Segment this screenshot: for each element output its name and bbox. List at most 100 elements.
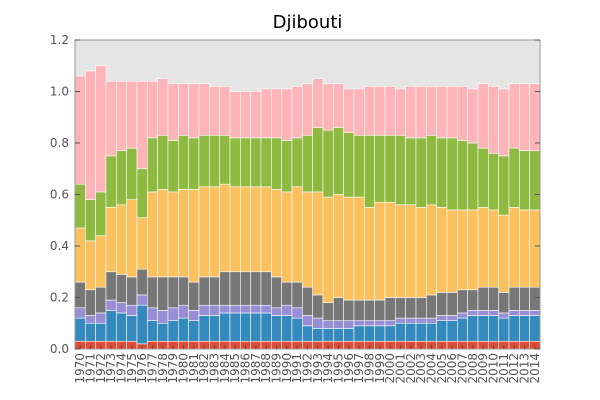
bar-2008-segment-3 [467,310,479,316]
bar-2011-segment-6 [498,155,510,216]
x-tick-label-1987: 1987 [249,353,263,384]
bar-1982-segment-7 [198,83,210,136]
bar-2004-segment-4 [426,294,437,319]
x-tick-label-2013: 2013 [518,353,532,384]
bar-2003-segment-7 [415,86,427,139]
x-tick-label-2000: 2000 [383,353,397,384]
y-tick-label-4: 0.8 [50,136,69,150]
bar-1971-segment-5 [85,240,96,291]
bar-1996-segment-5 [343,196,355,301]
bar-1996-segment-3 [343,320,355,329]
bar-2003-segment-2 [415,322,427,342]
bar-1981-segment-6 [188,137,200,190]
bar-1985-segment-5 [229,186,241,273]
bar-2004-segment-6 [426,134,437,206]
bar-1991-segment-7 [291,86,303,139]
bar-2006-segment-5 [446,209,458,293]
bar-1979-segment-6 [167,140,179,193]
bar-2001-segment-5 [395,204,406,298]
bar-1983-segment-7 [209,86,220,136]
bar-1971-segment-4 [85,289,96,316]
x-tick-label-2012: 2012 [507,353,521,384]
x-tick-label-1991: 1991 [290,353,304,384]
bar-1982-segment-5 [198,186,210,278]
bar-2005-segment-4 [436,292,448,316]
x-tick-label-1993: 1993 [311,353,325,384]
bar-1988-segment-7 [260,88,272,139]
bar-1977-segment-3 [147,307,158,321]
x-tick-label-2009: 2009 [476,353,490,384]
bar-2013-segment-3 [519,310,530,316]
bar-1999-segment-4 [374,299,386,321]
y-tick-label-2: 0.4 [50,239,69,253]
bar-2013-segment-4 [519,286,530,311]
bar-1994-segment-3 [322,320,334,329]
bar-2010-segment-6 [488,153,499,211]
bar-1996-segment-7 [343,88,355,134]
bar-1973-segment-3 [105,299,117,311]
bar-2013-segment-7 [519,83,530,152]
bar-2011-segment-5 [498,214,510,293]
bar-1977-segment-2 [147,320,158,342]
bar-1988-segment-3 [260,304,272,314]
x-tick-label-1978: 1978 [156,353,170,384]
bar-2014-segment-2 [529,315,541,342]
bar-1994-segment-2 [322,328,334,342]
bar-1972-segment-4 [95,286,107,314]
bar-2002-segment-2 [405,322,417,342]
bar-2008-segment-2 [467,315,479,342]
bar-2013-segment-2 [519,315,530,342]
bar-1983-segment-6 [209,134,220,188]
bar-2014-segment-3 [529,310,541,316]
bar-2012-segment-7 [508,83,520,149]
bar-1992-segment-2 [302,325,313,342]
bar-1995-segment-6 [333,127,344,195]
bar-1985-segment-6 [229,137,241,188]
bar-1982-segment-3 [198,304,210,316]
bar-1973-segment-5 [105,207,117,273]
bar-1972-segment-2 [95,322,107,342]
bar-1994-segment-6 [322,129,334,198]
bar-1977-segment-5 [147,191,158,278]
bar-1983-segment-2 [209,315,220,342]
bar-1975-segment-7 [126,80,138,149]
bar-1990-segment-3 [281,304,293,316]
y-tick-label-6: 1.2 [50,33,69,47]
x-tick-label-2005: 2005 [435,353,449,384]
bar-1974-segment-5 [116,204,127,275]
x-tick-label-1974: 1974 [115,353,129,384]
bar-2012-segment-6 [508,147,520,208]
bar-1976-segment-7 [136,80,148,170]
y-tick-label-1: 0.2 [50,291,69,305]
bar-1999-segment-2 [374,325,386,342]
bar-2002-segment-3 [405,317,417,324]
bar-1990-segment-7 [281,88,293,141]
bar-1975-segment-2 [126,315,138,342]
bar-2014-segment-5 [529,209,541,288]
bar-2007-segment-7 [457,86,468,141]
bar-2007-segment-4 [457,289,468,314]
bar-1998-segment-5 [364,207,375,301]
bar-1986-segment-3 [240,304,251,314]
bar-1971-segment-7 [85,70,96,200]
bar-1989-segment-4 [271,276,282,309]
bar-1997-segment-7 [353,88,365,136]
bar-1984-segment-6 [219,134,231,185]
bar-2010-segment-3 [488,310,499,316]
x-tick-label-2007: 2007 [456,353,470,384]
bar-1987-segment-4 [250,271,262,306]
x-tick-label-1994: 1994 [321,353,335,384]
bar-2003-segment-4 [415,297,427,319]
bar-2001-segment-7 [395,88,406,136]
bar-1981-segment-7 [188,83,200,139]
bar-2001-segment-4 [395,297,406,319]
bar-1981-segment-2 [188,320,200,342]
bar-2012-segment-2 [508,315,520,342]
bar-1989-segment-6 [271,137,282,190]
bar-1981-segment-3 [188,310,200,321]
x-tick-label-1997: 1997 [352,353,366,384]
bar-2006-segment-3 [446,315,458,321]
bar-2009-segment-3 [477,310,489,316]
bar-2005-segment-6 [436,137,448,208]
